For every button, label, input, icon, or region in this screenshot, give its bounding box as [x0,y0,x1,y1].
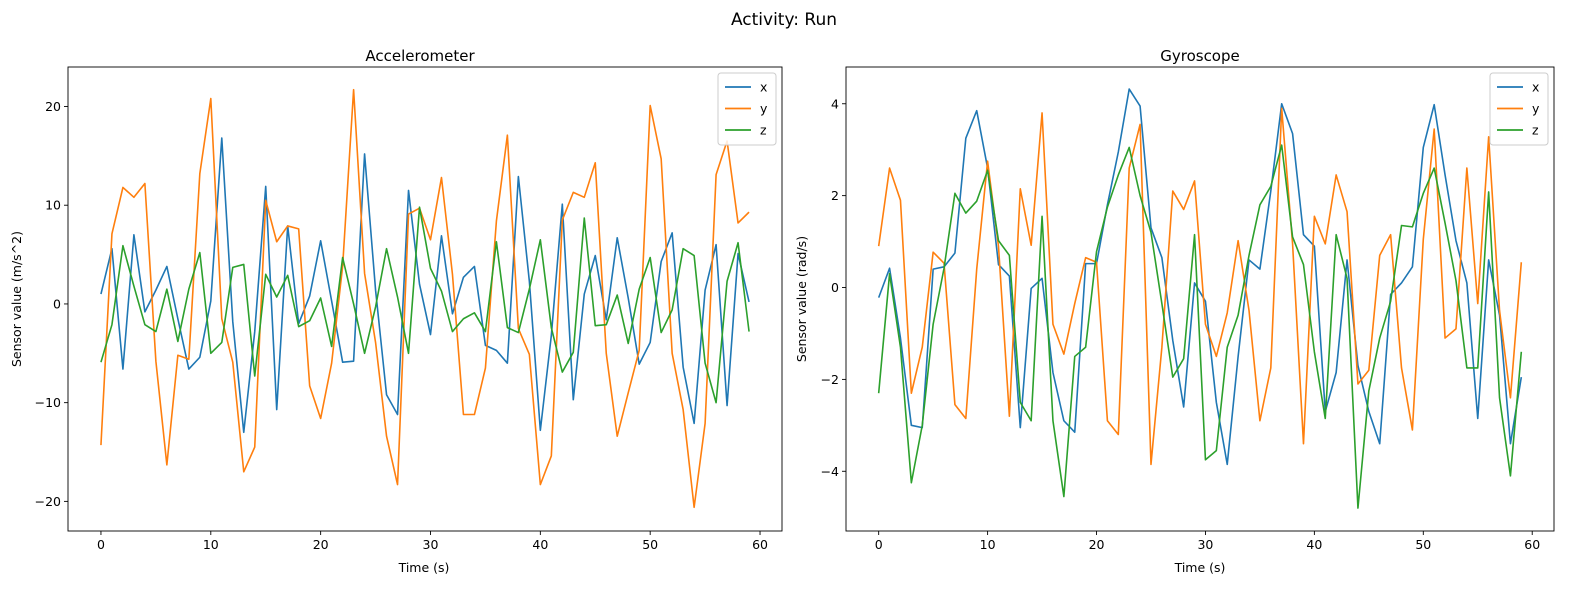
x-tick-label: 10 [203,537,219,552]
legend: xyz [1489,72,1549,146]
series-line-y [877,107,1523,466]
x-axis-label: Time (s) [398,560,450,575]
y-tick-label: 20 [45,99,61,114]
legend-label-z: z [760,123,767,138]
y-tick-label: −20 [35,494,61,509]
legend-label-x: x [760,80,767,95]
y-tick-label: 0 [53,296,61,311]
series-line-z [877,144,1523,509]
x-tick-label: 20 [1089,537,1105,552]
series-group [877,88,1523,509]
accelerometer-plot: Accelerometer Time (s) Sensor value (m/s… [9,47,783,575]
x-axis-label: Time (s) [1174,560,1226,575]
y-tick-label: 0 [831,280,839,295]
series-line-x [877,88,1523,466]
y-tick-label: −10 [35,395,61,410]
y-tick-label: 4 [831,96,839,111]
plot-title: Gyroscope [1160,47,1240,65]
legend-label-z: z [1532,123,1539,138]
legend-label-y: y [1532,101,1540,116]
x-tick-label: 40 [532,537,548,552]
x-tick-label: 50 [1415,537,1431,552]
y-tick-label: −2 [821,372,839,387]
legend-label-y: y [760,101,768,116]
x-tick-label: 40 [1306,537,1322,552]
gyroscope-plot: Gyroscope Time (s) Sensor value (rad/s) … [794,47,1555,575]
x-tick-label: 20 [313,537,329,552]
y-tick-label: 2 [831,188,839,203]
plot-title: Accelerometer [365,47,475,65]
legend: xyz [717,72,777,146]
y-tick-label: 10 [45,198,61,213]
figure-title: Activity: Run [731,10,837,30]
y-axis-label: Sensor value (m/s^2) [9,231,24,367]
series-line-z [100,206,750,404]
series-line-x [100,137,750,434]
axes-frame [845,66,1555,532]
y-tick-label: −4 [821,464,839,479]
x-tick-label: 10 [980,537,996,552]
x-tick-label: 60 [752,537,768,552]
x-tick-label: 60 [1524,537,1540,552]
axes-frame [67,66,783,532]
y-axis-label: Sensor value (rad/s) [794,236,809,362]
x-tick-label: 30 [1197,537,1213,552]
x-tick-label: 30 [423,537,439,552]
series-line-y [100,88,750,509]
legend-label-x: x [1532,80,1539,95]
x-tick-label: 50 [642,537,658,552]
x-tick-label: 0 [875,537,883,552]
x-tick-label: 0 [97,537,105,552]
series-group [100,88,750,509]
